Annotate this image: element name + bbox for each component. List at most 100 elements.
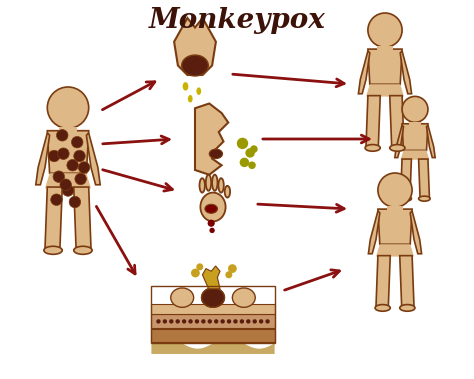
- Ellipse shape: [188, 95, 192, 103]
- Polygon shape: [74, 187, 91, 248]
- Circle shape: [250, 145, 258, 153]
- Ellipse shape: [74, 246, 92, 254]
- Ellipse shape: [201, 288, 225, 307]
- Polygon shape: [400, 256, 414, 306]
- Ellipse shape: [212, 175, 218, 191]
- Polygon shape: [376, 256, 390, 306]
- Circle shape: [240, 319, 244, 324]
- Circle shape: [47, 87, 89, 128]
- Ellipse shape: [390, 144, 405, 151]
- Circle shape: [227, 319, 231, 324]
- Polygon shape: [45, 173, 91, 188]
- Bar: [377, 46, 392, 51]
- Ellipse shape: [205, 204, 218, 213]
- Bar: [151, 304, 274, 314]
- Polygon shape: [368, 211, 380, 254]
- Circle shape: [163, 319, 167, 324]
- Circle shape: [253, 319, 257, 324]
- Polygon shape: [368, 49, 402, 84]
- Circle shape: [51, 194, 62, 205]
- Circle shape: [265, 319, 270, 324]
- Polygon shape: [36, 133, 50, 185]
- Polygon shape: [86, 133, 100, 185]
- Ellipse shape: [232, 288, 255, 307]
- Polygon shape: [366, 84, 404, 97]
- Ellipse shape: [182, 55, 208, 76]
- Circle shape: [208, 319, 212, 324]
- Circle shape: [210, 228, 215, 233]
- Polygon shape: [366, 96, 380, 146]
- Ellipse shape: [375, 305, 390, 311]
- Polygon shape: [378, 209, 412, 244]
- Circle shape: [58, 148, 69, 160]
- Circle shape: [191, 269, 200, 277]
- Circle shape: [201, 319, 206, 324]
- Polygon shape: [45, 187, 62, 248]
- Circle shape: [246, 319, 250, 324]
- Bar: [151, 329, 274, 341]
- Circle shape: [175, 319, 180, 324]
- Polygon shape: [358, 51, 370, 94]
- Polygon shape: [390, 96, 404, 146]
- Polygon shape: [410, 211, 421, 254]
- Circle shape: [67, 160, 78, 171]
- Circle shape: [188, 319, 193, 324]
- Circle shape: [225, 271, 232, 278]
- Polygon shape: [395, 125, 403, 158]
- Circle shape: [182, 319, 186, 324]
- Circle shape: [60, 179, 72, 191]
- Ellipse shape: [201, 288, 225, 307]
- Polygon shape: [174, 18, 216, 75]
- Ellipse shape: [209, 149, 223, 158]
- Circle shape: [56, 130, 68, 141]
- Bar: [387, 206, 402, 211]
- Ellipse shape: [200, 178, 205, 193]
- Circle shape: [75, 173, 86, 185]
- Ellipse shape: [171, 288, 194, 307]
- Ellipse shape: [201, 193, 226, 221]
- Polygon shape: [402, 124, 428, 150]
- Circle shape: [240, 158, 249, 167]
- Polygon shape: [401, 159, 411, 197]
- Circle shape: [259, 319, 264, 324]
- Bar: [61, 108, 75, 131]
- Ellipse shape: [182, 82, 188, 91]
- Polygon shape: [376, 244, 414, 257]
- Circle shape: [246, 148, 255, 158]
- Ellipse shape: [206, 175, 211, 191]
- Circle shape: [368, 13, 402, 47]
- Polygon shape: [195, 103, 228, 175]
- Circle shape: [220, 319, 225, 324]
- Circle shape: [53, 171, 64, 182]
- Ellipse shape: [44, 246, 62, 254]
- Polygon shape: [47, 131, 89, 173]
- Circle shape: [196, 263, 203, 270]
- Circle shape: [48, 150, 60, 162]
- Bar: [409, 122, 421, 125]
- Polygon shape: [202, 266, 220, 289]
- Circle shape: [228, 264, 237, 273]
- Ellipse shape: [196, 87, 201, 95]
- Bar: [59, 127, 77, 133]
- Circle shape: [195, 319, 199, 324]
- Circle shape: [248, 161, 256, 169]
- Ellipse shape: [365, 144, 380, 151]
- Circle shape: [78, 162, 90, 173]
- Text: Monkeypox: Monkeypox: [149, 8, 325, 34]
- Circle shape: [237, 138, 248, 149]
- Circle shape: [62, 185, 74, 196]
- Ellipse shape: [225, 186, 230, 197]
- Circle shape: [233, 319, 237, 324]
- Bar: [151, 314, 274, 329]
- Circle shape: [214, 319, 219, 324]
- Circle shape: [74, 150, 85, 162]
- Circle shape: [402, 96, 428, 122]
- Ellipse shape: [400, 196, 411, 201]
- Bar: [410, 110, 419, 124]
- Circle shape: [208, 219, 215, 227]
- Circle shape: [169, 319, 173, 324]
- Circle shape: [378, 173, 412, 207]
- Polygon shape: [427, 125, 435, 158]
- Polygon shape: [401, 150, 429, 160]
- Circle shape: [69, 196, 81, 208]
